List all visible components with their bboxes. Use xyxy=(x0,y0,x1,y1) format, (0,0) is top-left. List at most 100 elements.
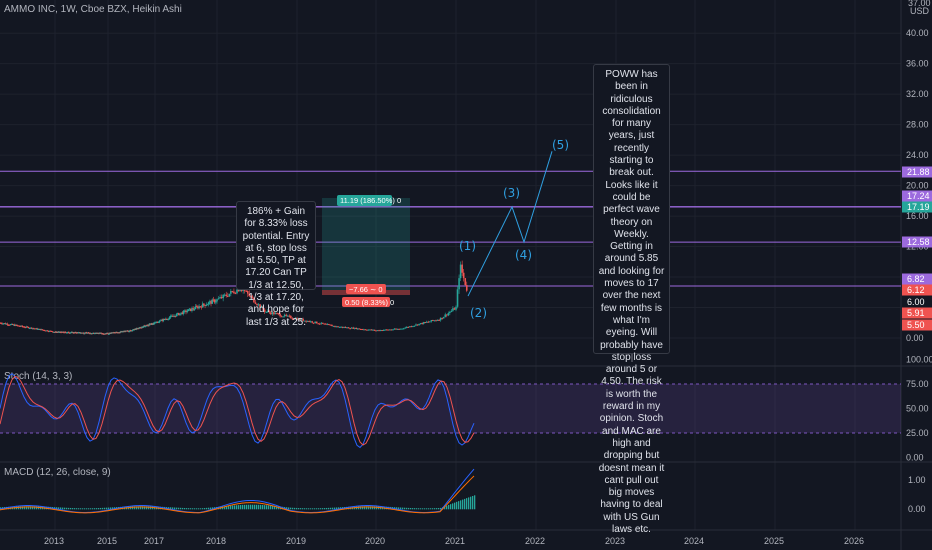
candle-body xyxy=(314,321,317,323)
price-tick-label: 36.00 xyxy=(906,59,929,69)
macd-hist-bar xyxy=(452,503,454,510)
macd-hist-bar xyxy=(24,506,26,510)
wave-label-4: (4) xyxy=(515,248,532,262)
candle-body xyxy=(320,322,323,324)
candle-body xyxy=(48,330,51,332)
macd-hist-bar xyxy=(240,504,242,510)
macd-hist-bar xyxy=(316,508,318,510)
price-badge-label: 12.58 xyxy=(907,237,930,247)
candle-body xyxy=(8,324,11,326)
trade-plan-note[interactable]: 186% + Gain for 8.33% loss potential. En… xyxy=(236,201,316,328)
candle-body xyxy=(422,322,425,324)
macd-hist-bar xyxy=(410,507,412,510)
candle-body xyxy=(222,294,224,299)
candle-body xyxy=(46,330,49,332)
candle-body xyxy=(219,297,221,299)
macd-hist-bar xyxy=(314,508,316,510)
macd-tick-label: 1.00 xyxy=(908,475,926,485)
macd-hist-bar xyxy=(202,508,204,510)
candle-body xyxy=(296,318,298,321)
candle-body xyxy=(19,325,21,327)
macd-hist-bar xyxy=(92,508,94,510)
candle-body xyxy=(215,301,217,303)
candle-body xyxy=(285,314,288,316)
time-axis[interactable]: 2013 2015 2017 2018 2019 2020 2021 2022 2023 2024… xyxy=(44,536,864,546)
macd-hist-bar xyxy=(250,504,252,510)
candle-body xyxy=(153,323,155,325)
candle-body xyxy=(280,316,283,318)
candle-body xyxy=(200,306,203,308)
candle-body xyxy=(346,327,348,329)
candle-body xyxy=(166,318,168,320)
candle-body xyxy=(299,318,301,321)
candle-body xyxy=(73,332,75,334)
candle-body xyxy=(216,299,218,302)
price-badge xyxy=(902,273,932,285)
wave-projection-line[interactable] xyxy=(467,151,553,297)
macd-signal-line xyxy=(0,475,475,514)
candle-body xyxy=(361,329,364,331)
stoch-title: Stoch (14, 3, 3) xyxy=(4,371,72,382)
candle-body xyxy=(300,318,303,321)
candle-body xyxy=(239,290,241,292)
candle-body xyxy=(322,322,324,324)
candle-body xyxy=(461,264,463,273)
macd-hist-bar xyxy=(318,508,320,510)
candle-body xyxy=(75,331,77,333)
candle-body xyxy=(379,330,382,332)
candle-body xyxy=(107,332,109,334)
macd-hist-bar xyxy=(266,505,268,510)
macd-hist-bar xyxy=(418,508,420,510)
position-target-zone[interactable] xyxy=(322,198,410,290)
candle-body xyxy=(41,329,44,331)
candle-body xyxy=(38,328,40,330)
wave-label-1: (1) xyxy=(459,239,476,253)
price-badge-label: 6.12 xyxy=(907,285,925,295)
candle-body xyxy=(175,314,178,317)
candle-body xyxy=(398,328,400,330)
horizontal-levels[interactable] xyxy=(0,170,901,287)
macd-hist-bar xyxy=(60,507,62,510)
candle-body xyxy=(108,333,110,335)
candle-body xyxy=(409,326,411,328)
macd-hist-bar xyxy=(200,508,202,510)
candle-body xyxy=(42,329,45,331)
macd-hist-bar xyxy=(170,507,172,510)
macd-hist-bar xyxy=(86,508,88,510)
candle-body xyxy=(266,311,269,313)
candle-body xyxy=(53,331,55,333)
macd-hist-bar xyxy=(358,506,360,510)
candle-body xyxy=(36,328,38,330)
candle-body xyxy=(15,324,17,326)
candle-body xyxy=(72,332,75,334)
position-target-label: 11.19 (186.50%) 0 xyxy=(340,196,401,205)
analysis-note[interactable]: POWW has been in ridiculous consolidatio… xyxy=(593,64,670,535)
candle-body xyxy=(34,328,36,330)
macd-hist-bar xyxy=(274,505,276,510)
macd-hist-bar xyxy=(66,507,68,510)
candle-body xyxy=(79,332,81,334)
candle-body xyxy=(424,322,427,324)
macd-hist-bar xyxy=(422,508,424,510)
candle-body xyxy=(435,320,437,322)
candle-body xyxy=(334,325,336,327)
candle-body xyxy=(21,325,24,327)
candle-body xyxy=(49,330,52,332)
candle-body xyxy=(328,324,330,326)
candle-body xyxy=(389,329,391,331)
candle-body xyxy=(147,325,150,327)
macd-hist-bar xyxy=(210,507,212,510)
candle-body xyxy=(259,304,261,308)
candle-body xyxy=(268,311,271,313)
macd-hist-bar xyxy=(320,508,322,510)
candle-body xyxy=(290,316,292,319)
candle-body xyxy=(82,332,85,334)
position-loss-badge xyxy=(342,297,390,307)
candle-body xyxy=(6,323,9,325)
candle-body xyxy=(184,310,186,312)
price-badge-label: 6.00 xyxy=(907,297,925,307)
candle-body xyxy=(14,324,16,326)
